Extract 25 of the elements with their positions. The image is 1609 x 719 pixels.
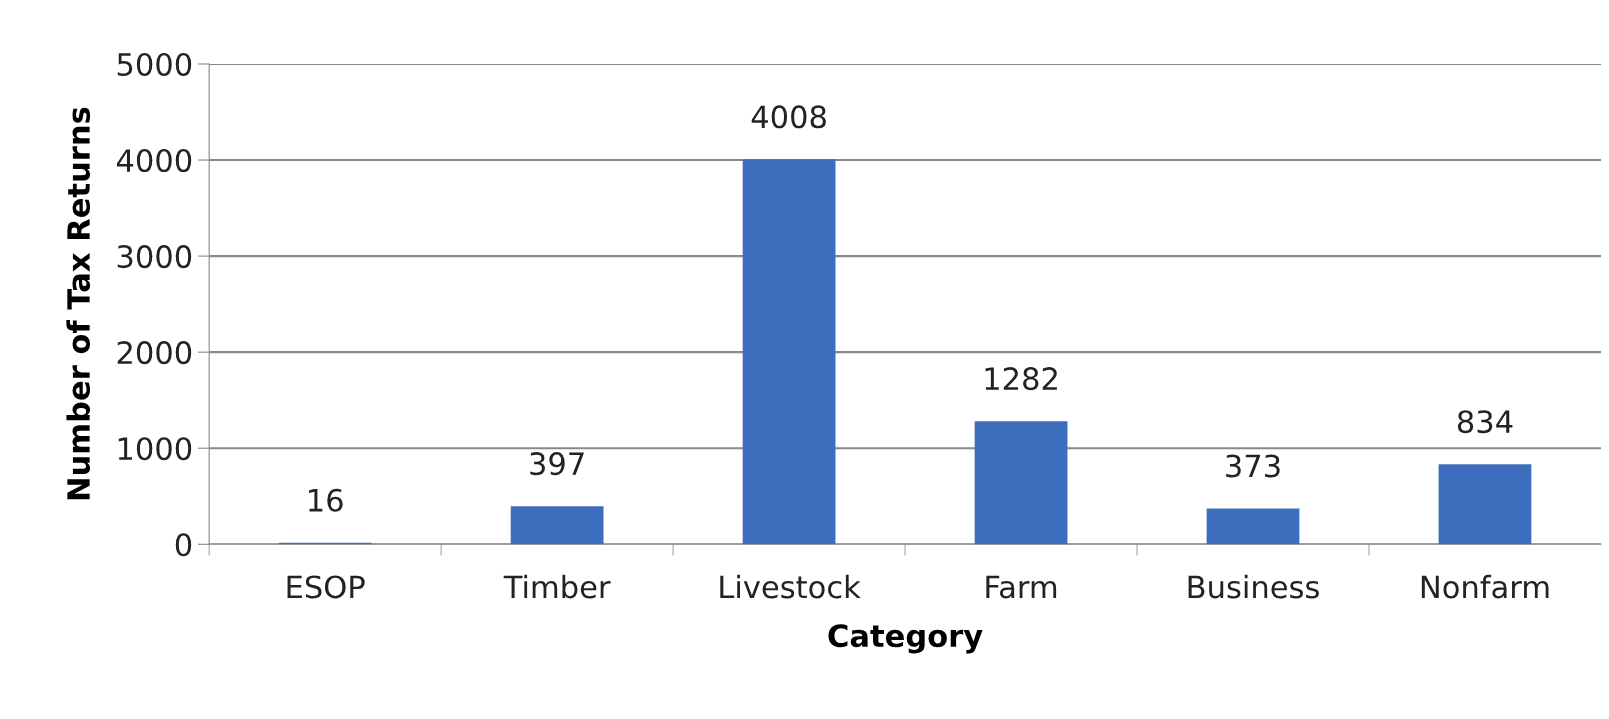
x-tick-label: Nonfarm xyxy=(1421,574,1549,599)
y-axis-title: Number of Tax Returns xyxy=(66,107,91,500)
x-tick-label: Farm xyxy=(986,575,1057,599)
y-tick-label: 3000 xyxy=(117,245,192,269)
bar xyxy=(1206,508,1300,545)
data-label: 16 xyxy=(309,488,343,512)
x-axis-title: Category xyxy=(828,624,983,654)
data-label: 397 xyxy=(530,452,584,476)
data-label: 373 xyxy=(1226,454,1280,478)
y-tick-label: 4000 xyxy=(116,148,192,173)
y-tick-label: 0 xyxy=(175,533,192,557)
bar xyxy=(1438,464,1532,545)
x-tick-label: ESOP xyxy=(287,575,365,599)
y-tick-label: 1000 xyxy=(118,437,192,461)
y-tick-label: 2000 xyxy=(117,341,192,365)
x-tick-label: Livestock xyxy=(720,574,861,599)
bar xyxy=(510,506,604,545)
data-label: 834 xyxy=(1457,410,1513,434)
x-tick-label: Business xyxy=(1188,574,1319,599)
data-label: 4008 xyxy=(751,105,826,129)
data-label: 1282 xyxy=(985,367,1057,391)
bar xyxy=(974,421,1068,545)
y-tick-label: 5000 xyxy=(117,52,192,77)
bar xyxy=(742,159,836,545)
x-tick-label: Timber xyxy=(503,574,611,599)
